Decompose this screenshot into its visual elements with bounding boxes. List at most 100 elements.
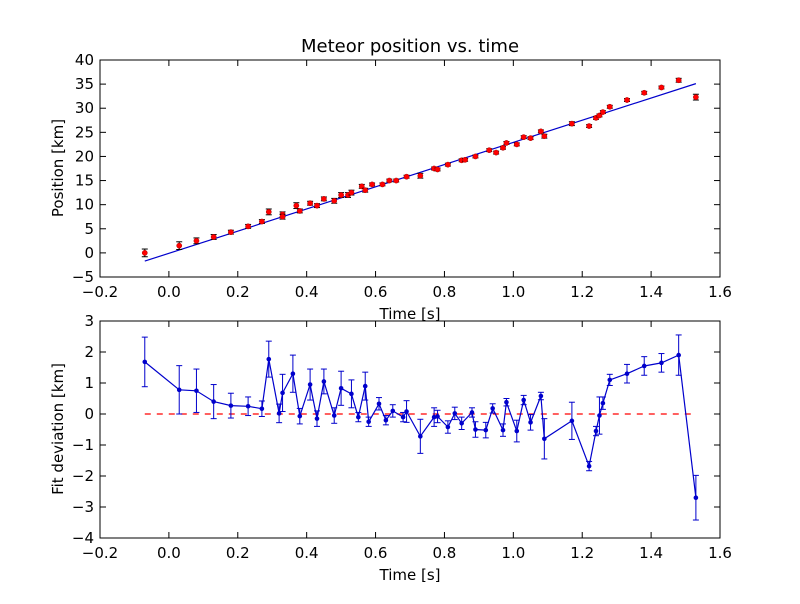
- position-point: [434, 166, 441, 173]
- deviation-point: [435, 414, 440, 419]
- position-y-tick-label: 15: [75, 172, 94, 190]
- deviation-x-tick-label: 1.2: [570, 544, 594, 562]
- deviation-y-ticks: −4 −3 −2 −1 0 1 2 3: [72, 312, 720, 547]
- position-point: [569, 120, 575, 127]
- deviation-point: [314, 416, 320, 421]
- deviation-point: [211, 399, 216, 404]
- deviation-point: [194, 388, 199, 394]
- position-y-tick-label: 5: [84, 220, 94, 238]
- position-point: [513, 141, 520, 148]
- deviation-point: [276, 411, 282, 416]
- deviation-point: [307, 382, 313, 387]
- position-point: [586, 123, 592, 129]
- deviation-point: [500, 427, 506, 433]
- deviation-point: [349, 391, 354, 397]
- deviation-point: [659, 360, 664, 366]
- deviation-point: [280, 390, 285, 396]
- deviation-x-tick-label: 0.0: [157, 544, 181, 562]
- position-x-tick-label: −0.2: [82, 283, 118, 301]
- position-point: [331, 197, 338, 204]
- position-point: [541, 133, 548, 140]
- position-point: [503, 140, 510, 146]
- deviation-point: [321, 379, 327, 384]
- position-x-ticks: −0.2 0.0 0.2 0.4 0.6 0.8 1.0 1.2 1.4 1.6: [82, 60, 732, 301]
- position-x-tick-label: 1.6: [708, 283, 732, 301]
- position-point: [393, 177, 400, 184]
- position-y-ticks: −5 0 5 10 15 20 25 30 35 40: [72, 51, 720, 286]
- deviation-x-tick-label: 0.6: [364, 544, 388, 562]
- position-x-tick-label: 0.4: [295, 283, 319, 301]
- position-x-tick-label: 0.2: [226, 283, 250, 301]
- deviation-point: [693, 495, 699, 501]
- deviation-y-tick-label: −1: [72, 436, 94, 454]
- position-point: [369, 181, 375, 188]
- deviation-data-marks: [141, 334, 699, 521]
- position-point: [500, 144, 506, 151]
- position-point: [445, 161, 451, 168]
- deviation-point: [538, 393, 544, 399]
- position-x-tick-label: 1.0: [501, 283, 525, 301]
- position-point: [675, 77, 682, 84]
- deviation-x-tick-label: 1.0: [501, 544, 525, 562]
- position-x-tick-label: 1.4: [639, 283, 663, 301]
- deviation-point: [490, 406, 495, 411]
- deviation-y-tick-label: −2: [72, 467, 94, 485]
- deviation-y-tick-label: 3: [84, 312, 94, 330]
- deviation-point: [469, 410, 475, 415]
- position-y-tick-label: 25: [75, 123, 94, 141]
- deviation-plot: −0.2 0.0 0.2 0.4 0.6 0.8 1.0 1.2 1.4 1.6 −4 −3 −2 −1…: [49, 312, 732, 584]
- position-y-axis-label: Position [km]: [49, 119, 67, 217]
- position-y-tick-label: 35: [75, 75, 94, 93]
- deviation-axes-frame: [99, 320, 721, 539]
- deviation-point: [431, 414, 437, 420]
- deviation-x-ticks: −0.2 0.0 0.2 0.4 0.6 0.8 1.0 1.2 1.4 1.6: [82, 321, 732, 562]
- deviation-point: [338, 385, 344, 391]
- position-point: [403, 173, 410, 180]
- position-point: [296, 208, 303, 214]
- position-point: [259, 218, 265, 225]
- position-point: [596, 112, 603, 119]
- position-point: [606, 103, 613, 110]
- deviation-x-tick-label: 0.8: [433, 544, 457, 562]
- position-point: [386, 177, 393, 184]
- position-point: [245, 223, 251, 230]
- deviation-point: [676, 352, 681, 358]
- deviation-point: [459, 421, 464, 426]
- position-point: [321, 196, 327, 202]
- deviation-point: [404, 409, 409, 414]
- deviation-point: [228, 403, 234, 408]
- position-point: [314, 202, 320, 209]
- position-point: [176, 242, 183, 249]
- deviation-point: [452, 411, 458, 416]
- position-point: [693, 94, 699, 100]
- deviation-point: [418, 434, 423, 439]
- position-point: [210, 234, 217, 240]
- position-point: [600, 109, 606, 115]
- deviation-x-tick-label: 0.4: [295, 544, 319, 562]
- deviation-point: [390, 408, 396, 414]
- deviation-x-tick-label: 0.2: [226, 544, 250, 562]
- deviation-point: [366, 419, 371, 425]
- position-point: [417, 172, 424, 179]
- position-point: [141, 250, 148, 256]
- deviation-point: [586, 463, 592, 469]
- deviation-y-tick-label: 2: [84, 343, 94, 361]
- position-y-tick-label: 10: [75, 196, 94, 214]
- position-point: [624, 97, 630, 103]
- chart-title: Meteor position vs. time: [301, 36, 519, 57]
- deviation-point: [383, 417, 389, 423]
- position-x-axis-label: Time [s]: [379, 305, 441, 323]
- deviation-point: [483, 427, 489, 433]
- deviation-point: [176, 387, 182, 393]
- deviation-point: [542, 436, 547, 442]
- position-y-tick-label: 30: [75, 99, 94, 117]
- deviation-x-tick-label: 1.6: [708, 544, 732, 562]
- position-point: [348, 189, 355, 196]
- position-point: [338, 192, 344, 198]
- deviation-point: [597, 413, 602, 418]
- deviation-point: [473, 427, 478, 432]
- position-point: [379, 181, 386, 188]
- position-point: [307, 200, 313, 207]
- deviation-point: [514, 428, 520, 434]
- position-x-tick-label: 0.6: [364, 283, 388, 301]
